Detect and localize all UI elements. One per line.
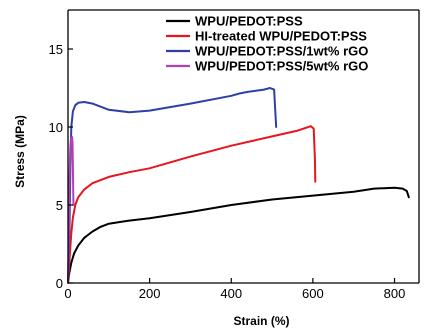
x-tick-label-2: 400 (220, 286, 242, 301)
y-tick-label-2: 10 (49, 120, 63, 135)
x-tick-label-0: 0 (64, 286, 71, 301)
legend-label-1: WPU/PEDOT:PSS (195, 14, 303, 29)
series-layer (67, 87, 410, 284)
legend-label-3: WPU/PEDOT:PSS/1wt% rGO (195, 44, 368, 59)
series-line-2 (67, 125, 317, 284)
x-tick-label-4: 800 (384, 286, 406, 301)
axes-layer (67, 9, 420, 284)
series-line-4 (67, 136, 75, 284)
y-axis-title: Stress (MPa) (13, 115, 27, 188)
ticks-layer: 0 200 400 600 800 0 5 10 15 (49, 42, 406, 301)
series-line-1 (67, 186, 410, 284)
x-tick-label-1: 200 (139, 286, 161, 301)
legend-label-2: HI-treated WPU/PEDOT:PSS (195, 29, 367, 44)
x-tick-label-3: 600 (302, 286, 324, 301)
x-axis-title: Strain (%) (233, 314, 289, 328)
y-tick-label-0: 0 (56, 276, 63, 291)
y-tick-label-3: 15 (49, 42, 63, 57)
series-line-3 (67, 87, 278, 284)
y-tick-label-1: 5 (56, 198, 63, 213)
legend-label-4: WPU/PEDOT:PSS/5wt% rGO (195, 59, 368, 74)
